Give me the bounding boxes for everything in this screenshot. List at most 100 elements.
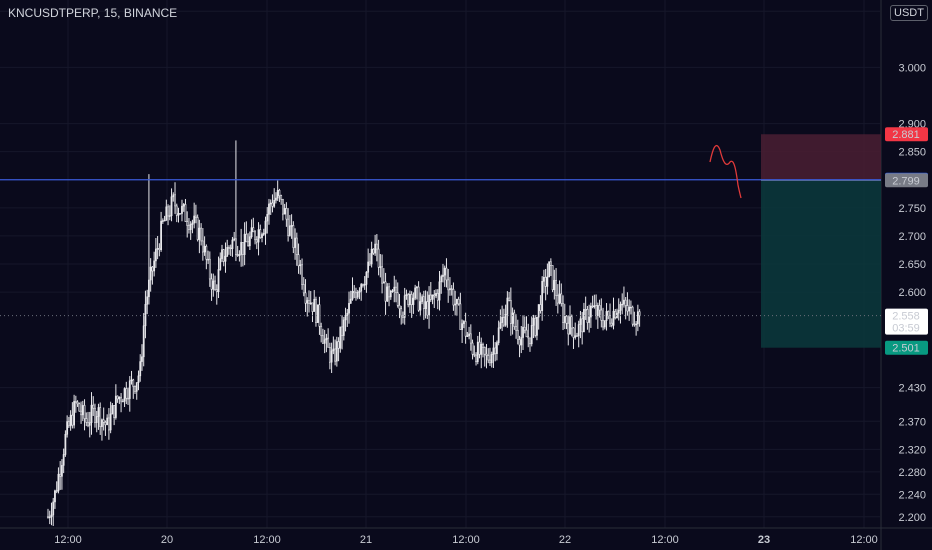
red-sketch-path: [709, 145, 742, 199]
candle-body: [179, 213, 182, 215]
candle-body: [440, 276, 443, 283]
currency-badge[interactable]: USDT: [890, 5, 928, 21]
candle-body: [522, 326, 524, 338]
candle-body: [320, 326, 323, 337]
candle-body: [466, 335, 469, 337]
candle-body: [156, 248, 159, 250]
horizontal-line-layer[interactable]: [0, 179, 881, 317]
candle-body: [462, 321, 465, 324]
candle-body: [633, 323, 636, 326]
candle-body: [539, 304, 542, 311]
time-axis[interactable]: 12:00 20 12:00 21 12:00 22 12:00 23 12:00: [54, 534, 878, 546]
candle-body: [309, 302, 312, 304]
candle-body: [569, 316, 571, 335]
y-tick-label: 2.850: [898, 147, 926, 159]
candle-body: [426, 301, 429, 316]
candle-body: [436, 293, 439, 301]
candle-body: [121, 400, 124, 403]
candle-body: [139, 361, 142, 377]
candle-body: [565, 315, 568, 324]
candle-body: [433, 294, 436, 297]
candle-body: [485, 353, 488, 356]
candle-body: [409, 294, 411, 306]
candle-body: [306, 300, 309, 304]
candle-body: [198, 227, 201, 240]
candle-body: [541, 281, 544, 311]
candle-body: [591, 305, 594, 308]
candle-body: [607, 311, 610, 316]
candle-body: [118, 396, 121, 400]
candle-body: [280, 195, 283, 200]
candle-body: [381, 266, 383, 284]
candle-body: [389, 290, 392, 298]
candle-body: [379, 266, 382, 268]
candle-body: [193, 215, 196, 224]
candle-body: [496, 342, 498, 354]
candle-body: [490, 354, 493, 364]
price-axis[interactable]: 3.1003.0002.9002.8502.7502.7002.6502.600…: [898, 6, 926, 524]
candle-body: [583, 309, 585, 333]
candle-body: [612, 310, 615, 326]
candle-body: [120, 396, 122, 402]
candle-body: [288, 225, 291, 236]
candle-body: [254, 231, 256, 241]
candle-body: [73, 401, 76, 426]
projection-sketch: [709, 145, 742, 199]
candle-body: [80, 410, 82, 416]
candle-body: [402, 315, 404, 318]
y-tick-label: 2.700: [898, 231, 926, 243]
candle-body: [584, 309, 587, 311]
candle-body: [285, 208, 288, 220]
candle-body: [149, 266, 152, 281]
candle-body: [281, 198, 284, 215]
candle-body: [262, 233, 265, 235]
price-label-text: 2.799: [892, 175, 920, 187]
candle-body: [421, 296, 424, 302]
candle-body: [47, 516, 49, 518]
candle-body: [581, 318, 584, 333]
candle-body: [87, 422, 89, 426]
candle-body: [542, 276, 545, 282]
y-tick-label: 2.240: [898, 489, 926, 501]
candle-body: [76, 401, 79, 405]
candle-body: [342, 319, 345, 336]
candle-body: [452, 289, 455, 306]
candle-body: [116, 395, 119, 400]
candle-body: [410, 294, 413, 305]
candle-body: [560, 293, 563, 304]
x-tick-label: 12:00: [253, 534, 281, 546]
x-tick-label: 12:00: [452, 534, 480, 546]
candle-body: [168, 215, 171, 217]
candle-body: [245, 233, 248, 243]
candle-body: [442, 274, 444, 277]
candle-body: [443, 267, 446, 276]
candle-body: [546, 276, 549, 287]
candle-body: [268, 203, 270, 215]
candle-body: [358, 290, 361, 293]
candle-body: [337, 341, 340, 349]
symbol-title[interactable]: KNCUSDTPERP, 15, BINANCE: [8, 6, 178, 20]
candle-body: [210, 278, 213, 290]
y-tick-label: 2.430: [898, 383, 926, 395]
candle-body: [54, 490, 56, 503]
candle-body: [231, 239, 234, 249]
candle-body: [523, 326, 526, 331]
candle-body: [509, 300, 512, 324]
candle-body: [330, 350, 333, 363]
candle-body: [62, 454, 65, 466]
candle-body: [125, 388, 128, 399]
candle-body: [287, 218, 290, 236]
target-zone: [761, 180, 881, 348]
candle-body: [424, 301, 427, 310]
candle-body: [348, 303, 350, 314]
candle-body: [271, 202, 274, 207]
candle-body: [128, 380, 131, 399]
candle-body: [59, 473, 62, 477]
candle-body: [457, 298, 460, 305]
candle-body: [95, 416, 98, 423]
candle-body: [257, 229, 260, 243]
candle-body: [99, 407, 102, 428]
